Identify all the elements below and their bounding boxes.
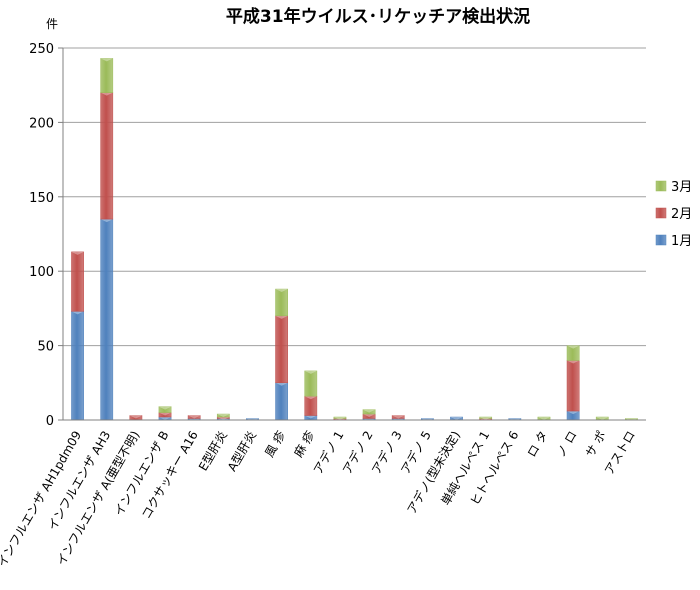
- legend-label: 3月: [671, 180, 692, 195]
- bar-segment: [391, 415, 405, 419]
- bar-segment-highlight: [275, 382, 288, 386]
- x-category-label: ノ ロ: [554, 429, 580, 460]
- bar-segment: [479, 416, 493, 419]
- y-axis-ticks: 0 50 100 150 200 250: [29, 42, 63, 429]
- bar-segment-highlight: [158, 417, 172, 421]
- bar-segment-highlight: [567, 411, 580, 415]
- bar-segment-highlight: [304, 370, 317, 374]
- y-axis-unit-label: 件: [46, 17, 58, 31]
- x-category-label: ロ タ: [525, 429, 551, 460]
- legend-swatch: [655, 234, 667, 246]
- chart-title: 平成31年ウイルス･リケッチア検出状況: [226, 6, 530, 27]
- x-category-label: A型肝炎: [225, 429, 259, 474]
- legend: 3月 2月 1月: [655, 180, 692, 249]
- bar-segment-highlight: [71, 311, 84, 315]
- bar-segment: [100, 218, 114, 421]
- bar-segment: [100, 92, 114, 220]
- y-tick-label: 150: [29, 191, 54, 206]
- bar-segment-highlight: [362, 409, 376, 413]
- bar-segment: [71, 311, 84, 421]
- bar-segment-highlight: [100, 92, 113, 96]
- x-category-label: サ ポ: [583, 429, 609, 460]
- y-tick-label: 250: [29, 42, 54, 57]
- bar-segment: [566, 345, 580, 361]
- bar-segment: [362, 409, 376, 415]
- bar-segment: [158, 406, 172, 413]
- bar-segment: [187, 415, 201, 419]
- bar-segment-highlight: [450, 417, 463, 421]
- bar-segment-highlight: [71, 251, 84, 255]
- bar-segment-highlight: [158, 412, 172, 416]
- bar-segment: [275, 382, 288, 421]
- bar-segment-highlight: [275, 289, 288, 293]
- bar-segment-highlight: [392, 415, 405, 419]
- bar-segment: [333, 416, 347, 419]
- bar-segment: [566, 360, 580, 412]
- bar-segment: [275, 288, 288, 317]
- bar-segment-highlight: [188, 415, 201, 419]
- bar-segment-highlight: [100, 58, 113, 62]
- y-tick-label: 100: [29, 265, 54, 280]
- bars: [71, 58, 638, 422]
- bar-segment-highlight: [217, 417, 230, 421]
- bar-segment-highlight: [217, 414, 230, 418]
- bar-segment-highlight: [129, 415, 142, 419]
- bar-segment-highlight: [304, 396, 317, 400]
- bar-segment-highlight: [596, 417, 609, 421]
- legend-label: 1月: [671, 234, 692, 249]
- bar-segment-highlight: [333, 417, 347, 421]
- legend-swatch: [655, 180, 667, 192]
- y-tick-label: 50: [37, 340, 54, 355]
- gridlines: [63, 47, 646, 421]
- y-tick-label: 200: [29, 116, 54, 131]
- bar-segment: [216, 413, 230, 418]
- x-category-label: 風 疹: [261, 428, 288, 460]
- bar-segment-highlight: [362, 414, 376, 418]
- legend-swatch: [655, 207, 667, 219]
- y-tick-label: 0: [46, 414, 54, 429]
- bar-segment: [100, 58, 114, 93]
- bar-segment-highlight: [537, 417, 551, 421]
- legend-label: 2月: [671, 207, 692, 222]
- bar-segment-highlight: [100, 219, 113, 223]
- bar-segment: [304, 370, 318, 397]
- bar-segment: [275, 315, 288, 384]
- x-category-label: 麻 疹: [290, 428, 317, 460]
- bar-segment-highlight: [304, 415, 317, 419]
- bar-segment-highlight: [275, 315, 288, 319]
- bar-segment-highlight: [567, 345, 580, 349]
- bar-segment-highlight: [479, 417, 492, 421]
- bar-segment-highlight: [567, 360, 580, 364]
- bar-segment-highlight: [158, 406, 172, 410]
- bar-segment: [71, 251, 84, 312]
